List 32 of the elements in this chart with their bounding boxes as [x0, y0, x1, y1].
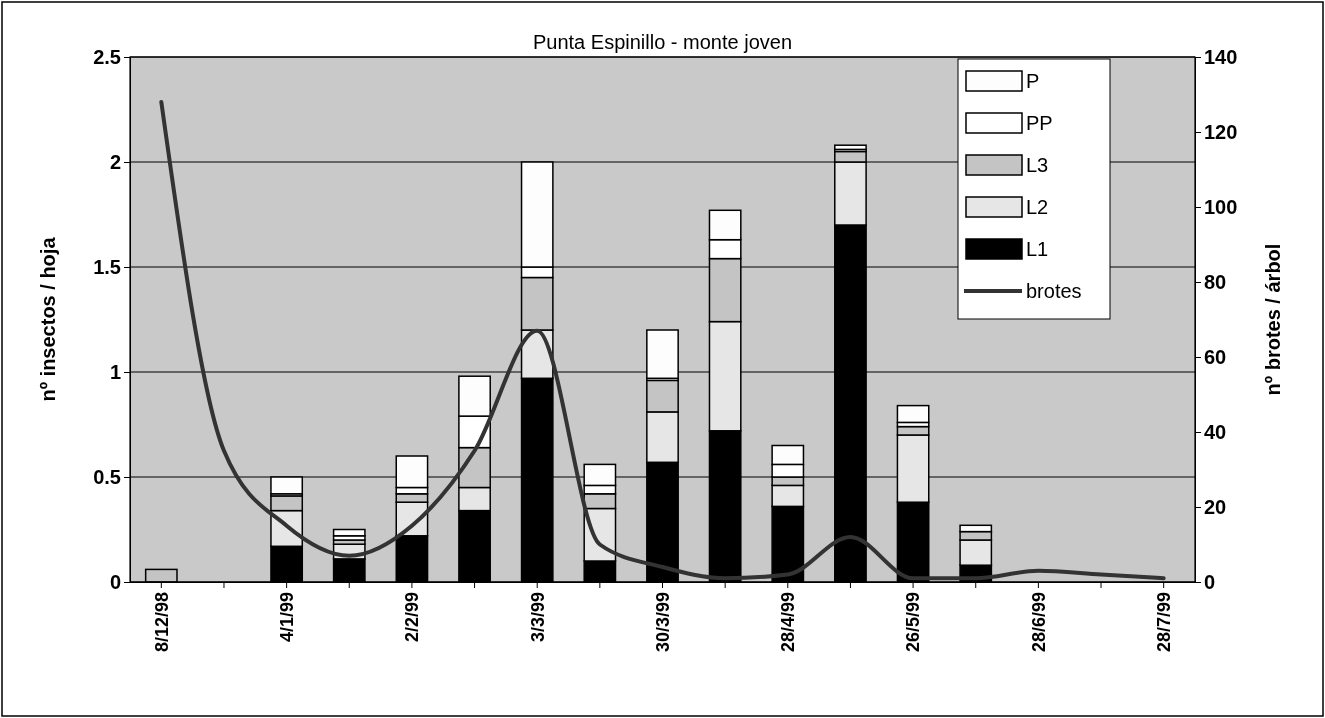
y2-axis-title: nº brotes / árbol [1262, 243, 1284, 396]
y-tick-label: 2 [109, 150, 121, 173]
legend-label: L1 [1026, 238, 1049, 260]
chart-title: Punta Espinillo - monte joven [532, 31, 793, 53]
y2-tick-label: 0 [1204, 570, 1216, 593]
x-tick-label: 8/12/98 [151, 592, 172, 653]
y2-tick-label: 60 [1204, 345, 1227, 368]
legend-label: PP [1026, 112, 1053, 134]
y-tick-label: 1.5 [93, 255, 121, 278]
y2-tick-label: 100 [1204, 195, 1238, 218]
y2-tick-label: 20 [1204, 495, 1227, 518]
y-tick-label: 0.5 [93, 465, 121, 488]
legend-label: brotes [1026, 280, 1082, 302]
x-tick-label: 28/6/99 [1028, 592, 1049, 653]
x-tick-label: 4/1/99 [276, 592, 297, 643]
y2-tick-label: 40 [1204, 420, 1227, 443]
y-axis-title: nº insectos / hoja [37, 236, 59, 402]
y2-tick-label: 140 [1204, 45, 1238, 68]
x-tick-label: 2/2/99 [402, 592, 423, 643]
x-tick-label: 3/3/99 [527, 592, 548, 643]
y2-tick-label: 120 [1204, 120, 1238, 143]
y-tick-label: 0 [109, 570, 121, 593]
legend-label: P [1026, 70, 1040, 92]
y2-tick-label: 80 [1204, 270, 1227, 293]
x-tick-label: 28/4/99 [778, 592, 799, 653]
x-tick-label: 28/7/99 [1153, 592, 1174, 653]
legend-label: L2 [1026, 196, 1049, 218]
legend-label: L3 [1026, 154, 1049, 176]
y-tick-label: 2.5 [93, 45, 121, 68]
x-tick-label: 30/3/99 [652, 592, 673, 653]
y-tick-label: 1 [109, 360, 121, 383]
x-tick-label: 26/5/99 [903, 592, 924, 653]
